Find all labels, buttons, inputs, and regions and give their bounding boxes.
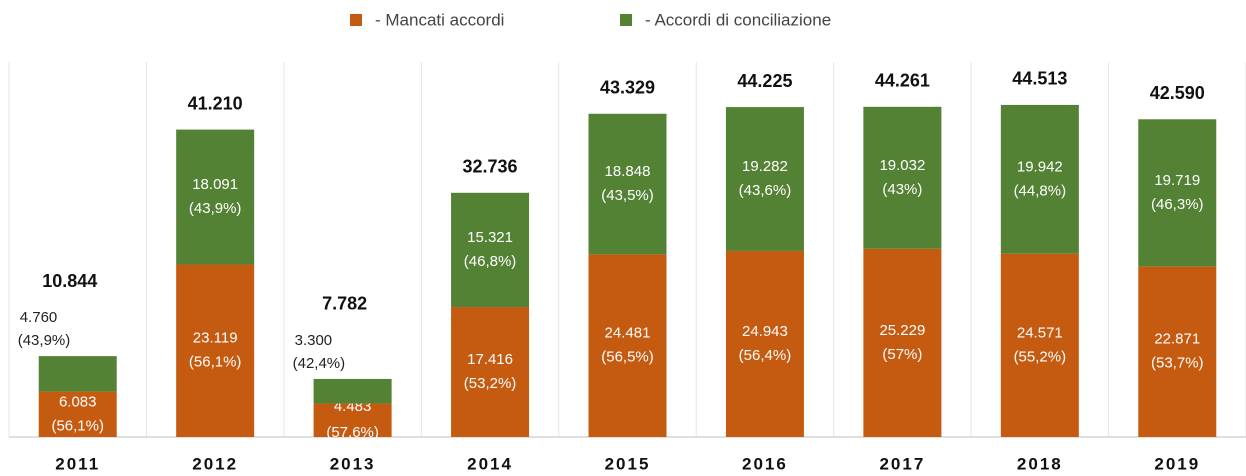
bar-segment — [313, 378, 392, 404]
value-label: 18.091 — [192, 176, 238, 193]
value-label: 23.119 — [193, 330, 238, 347]
total-label: 42.590 — [1150, 83, 1205, 103]
bar-segment — [176, 264, 255, 437]
total-label: 44.261 — [875, 71, 930, 91]
share-label: (53,2%) — [464, 375, 517, 392]
bar-segment — [451, 307, 530, 437]
bar-segment — [1138, 266, 1217, 437]
total-label: 44.513 — [1012, 69, 1067, 89]
value-label: 25.229 — [879, 322, 925, 339]
share-label: (42,4%) — [293, 355, 346, 372]
value-label: 19.032 — [879, 157, 925, 174]
value-label: 24.943 — [742, 323, 788, 340]
bar-segment — [1000, 253, 1079, 437]
bar-segment — [313, 403, 392, 437]
value-label: 24.481 — [605, 325, 651, 342]
share-label: (56,1%) — [189, 354, 242, 371]
x-tick-label: 2013 — [330, 454, 376, 473]
bar-segment — [588, 113, 667, 255]
x-tick-label: 2018 — [1017, 454, 1063, 473]
value-label: 15.321 — [467, 229, 513, 246]
share-label: (43,6%) — [739, 182, 792, 199]
value-label: 18.848 — [605, 163, 651, 180]
value-label: 19.942 — [1017, 158, 1063, 175]
share-label: (56,5%) — [601, 349, 654, 366]
share-label: (56,1%) — [51, 417, 104, 434]
total-label: 32.736 — [463, 157, 518, 177]
bar-segment — [1000, 104, 1079, 254]
share-label: (43%) — [882, 181, 922, 198]
share-label: (43,9%) — [18, 332, 71, 349]
legend-swatch — [620, 14, 632, 26]
value-label: 3.300 — [295, 332, 333, 349]
share-label: (44,8%) — [1014, 182, 1067, 199]
bar-segment — [38, 356, 117, 392]
value-label: 17.416 — [467, 351, 513, 368]
value-label: 19.282 — [742, 158, 788, 175]
x-tick-label: 2011 — [55, 454, 100, 473]
share-label: (46,8%) — [464, 253, 517, 270]
x-tick-label: 2016 — [742, 454, 788, 473]
bar-segment — [588, 254, 667, 437]
x-tick-label: 2019 — [1154, 454, 1200, 473]
legend-swatch — [350, 14, 362, 26]
share-label: (57,6%) — [326, 424, 379, 441]
x-tick-label: 2012 — [192, 454, 238, 473]
total-label: 43.329 — [600, 78, 655, 98]
bar-segment — [725, 107, 804, 251]
value-label: 19.719 — [1154, 172, 1200, 189]
share-label: (46,3%) — [1151, 196, 1204, 213]
value-label: 22.871 — [1154, 331, 1200, 348]
share-label: (43,9%) — [189, 200, 242, 217]
value-label: 6.083 — [59, 393, 97, 410]
bar-segment — [863, 106, 942, 249]
x-tick-label: 2017 — [879, 454, 925, 473]
bar-segment — [176, 129, 255, 265]
share-label: (56,4%) — [739, 347, 792, 364]
bar-segment — [725, 250, 804, 437]
bar-segment — [863, 248, 942, 437]
total-label: 44.225 — [737, 71, 792, 91]
x-tick-label: 2015 — [605, 454, 651, 473]
share-label: (43,5%) — [601, 187, 654, 204]
share-label: (57%) — [882, 346, 922, 363]
legend-label: - Accordi di conciliazione — [645, 10, 831, 29]
bar-segment — [1138, 119, 1217, 267]
share-label: (53,7%) — [1151, 355, 1204, 372]
share-label: (55,2%) — [1014, 348, 1067, 365]
legend-label: - Mancati accordi — [375, 10, 504, 29]
value-label: 24.571 — [1017, 324, 1063, 341]
bar-segment — [38, 391, 117, 437]
total-label: 41.210 — [188, 93, 243, 113]
x-tick-label: 2014 — [467, 454, 513, 473]
total-label: 7.782 — [322, 294, 367, 314]
value-label: 4.760 — [20, 309, 58, 326]
bar-segment — [451, 192, 530, 308]
total-label: 10.844 — [42, 271, 97, 291]
